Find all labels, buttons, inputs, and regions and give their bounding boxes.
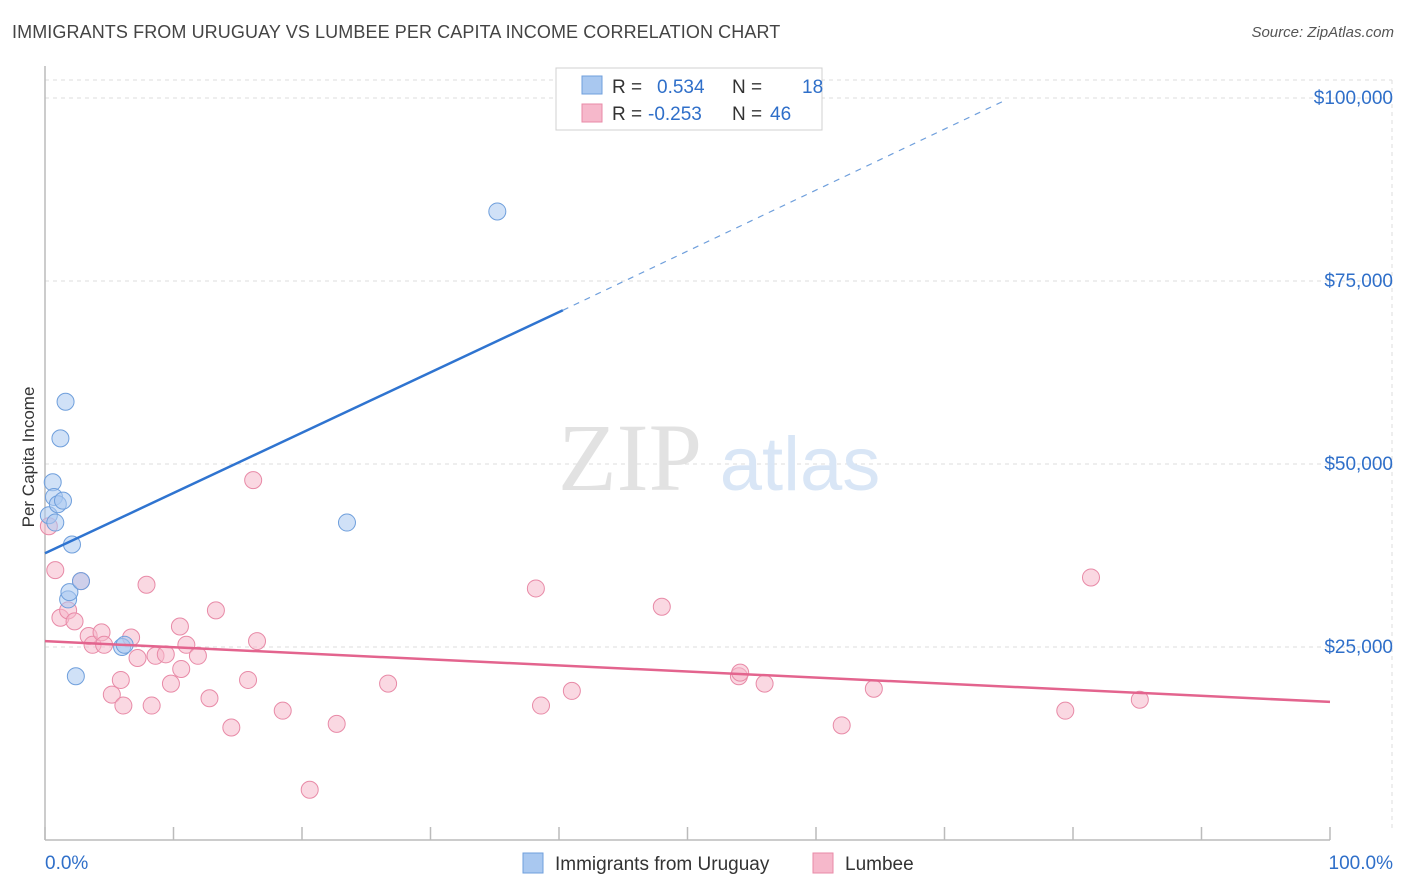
uruguay-point [46,513,65,532]
lumbee-point [532,696,551,715]
lumbee-point [652,597,671,616]
lumbee-point [46,561,65,580]
lumbee-point [128,648,147,667]
stats-r-label-lumbee: R = [612,104,642,125]
source-label: Source: ZipAtlas.com [1251,24,1394,41]
stats-n-value-uruguay: 18 [802,77,823,98]
stats-swatch-uruguay [581,75,603,95]
uruguay-point [337,513,356,532]
y-tick-label: $50,000 [1324,454,1393,475]
stats-r-value-uruguay: 0.534 [657,77,705,98]
grid-layer [45,79,1393,830]
x-tick-label: 0.0% [45,853,88,874]
legend-swatch-lumbee [812,852,834,874]
stats-legend: R = 0.534 N = 18 R = -0.253 N = 46 [555,67,823,131]
stats-r-value-lumbee: -0.253 [648,104,702,125]
lumbee-point [864,679,883,698]
lumbee-point [206,601,225,620]
lumbee-point [562,681,581,700]
lumbee-point [832,716,851,735]
watermark-atlas: atlas [720,422,881,507]
uruguay-point [51,429,70,448]
chart-title: IMMIGRANTS FROM URUGUAY VS LUMBEE PER CA… [12,22,781,42]
lumbee-point [327,714,346,733]
legend-swatch-uruguay [522,852,544,874]
y-tick-label: $25,000 [1324,637,1393,658]
watermark: ZIP atlas [558,404,880,511]
bottom-legend: Immigrants from Uruguay Lumbee [522,852,914,875]
axis-layer: $25,000 $50,000 $75,000 $100,000 0.0% 100.0% [44,66,1394,874]
lumbee-point [111,670,130,689]
stats-n-value-lumbee: 46 [770,104,791,125]
trend-lines [44,101,1331,704]
uruguay-trendline-extension [562,101,1003,311]
stats-n-label-lumbee: N = [732,104,762,125]
stats-swatch-lumbee [581,103,603,123]
lumbee-point [102,685,121,704]
lumbee-point [172,659,191,678]
stats-r-label-uruguay: R = [612,77,642,98]
uruguay-point [60,583,79,602]
lumbee-point [222,718,241,737]
watermark-zip: ZIP [558,404,702,511]
lumbee-point [248,632,267,651]
y-tick-label: $100,000 [1314,88,1393,109]
lumbee-point [1130,690,1149,709]
lumbee-point [114,696,133,715]
lumbee-point [273,701,292,720]
lumbee-point [239,670,258,689]
y-tick-label: $75,000 [1324,271,1393,292]
x-tick-label: 100.0% [1329,853,1394,874]
lumbee-point [200,689,219,708]
lumbee-point [65,612,84,631]
lumbee-point [1081,568,1100,587]
uruguay-point [56,392,75,411]
uruguay-point [488,202,507,221]
lumbee-point [142,696,161,715]
lumbee-point [300,780,319,799]
lumbee-points [39,471,1149,799]
lumbee-point [170,617,189,636]
legend-label-uruguay: Immigrants from Uruguay [555,854,770,875]
uruguay-point [66,667,85,686]
stats-n-label-uruguay: N = [732,77,762,98]
y-axis-label: Per Capita Income [19,387,38,528]
lumbee-point [1056,701,1075,720]
uruguay-trendline [44,309,564,555]
lumbee-trendline [44,639,1331,704]
uruguay-point [53,491,72,510]
lumbee-point [526,579,545,598]
lumbee-point [379,674,398,693]
lumbee-point [137,575,156,594]
uruguay-points [39,202,507,686]
lumbee-point [755,674,774,693]
lumbee-point [244,471,263,490]
uruguay-point [71,572,90,591]
lumbee-point [161,674,180,693]
legend-label-lumbee: Lumbee [845,854,914,875]
